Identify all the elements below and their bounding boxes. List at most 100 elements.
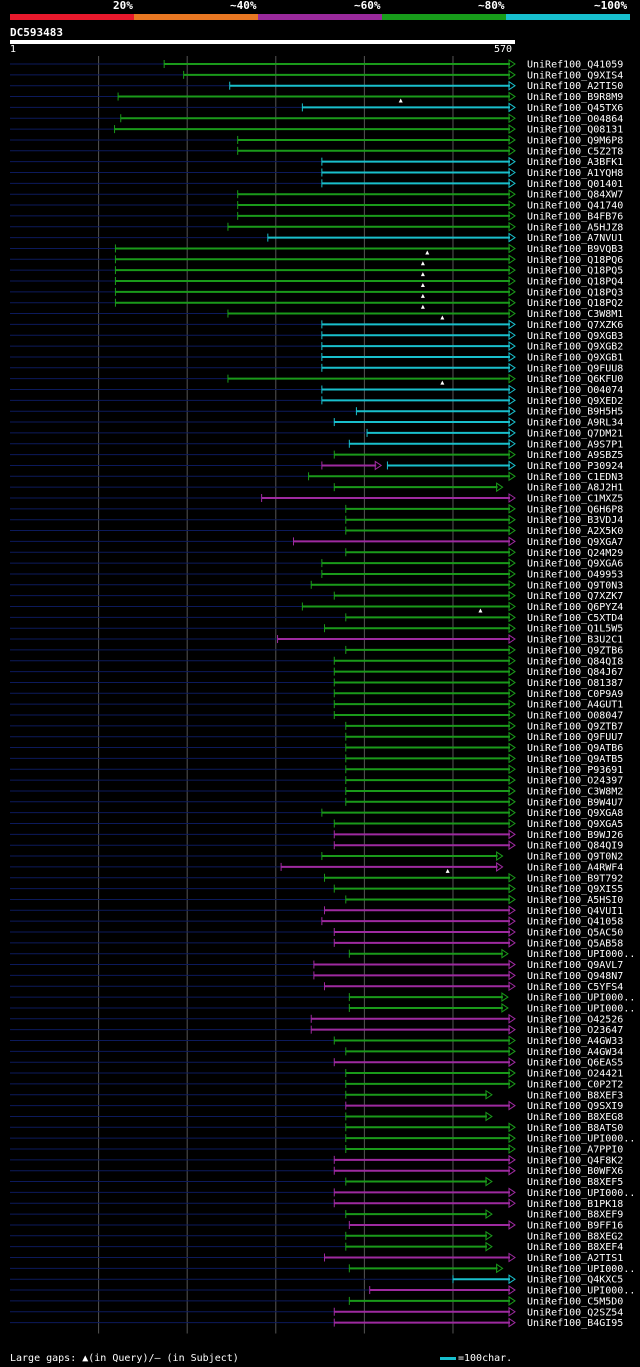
hit-end-arrow — [508, 1154, 516, 1165]
identity-band-20 — [10, 14, 134, 20]
hit-label: UniRef100_Q9XGA7 — [527, 537, 623, 548]
query-start-label: 1 — [10, 44, 17, 55]
hit-label: UniRef100_Q84XW7 — [527, 190, 623, 201]
hit-end-arrow — [485, 1209, 493, 1220]
hit-label: UniRef100_A5HSI0 — [527, 895, 623, 906]
hit-label: UniRef100_Q6H6P8 — [527, 504, 623, 515]
hit-label: UniRef100_Q9T0N3 — [527, 580, 623, 591]
hit-end-arrow — [508, 113, 516, 124]
hit-end-arrow — [508, 493, 516, 503]
hit-label: UniRef100_A9SBZ5 — [527, 450, 623, 461]
hit-end-arrow — [508, 1187, 516, 1198]
hit-end-arrow — [508, 786, 516, 796]
hit-label: UniRef100_Q9XED2 — [527, 396, 623, 407]
hit-label: UniRef100_Q9T0N2 — [527, 852, 623, 863]
hit-label: UniRef100_B9WJ26 — [527, 830, 623, 841]
hit-end-arrow — [508, 883, 516, 894]
identity-label-40: ~40% — [230, 0, 257, 12]
hit-end-arrow — [508, 829, 516, 840]
hit-end-arrow — [508, 775, 516, 786]
hit-label: UniRef100_B3VDJ4 — [527, 515, 623, 526]
hit-label: UniRef100_C5XTD4 — [527, 613, 623, 624]
identity-label-100: ~100% — [594, 0, 628, 12]
hit-end-arrow — [508, 644, 516, 655]
hit-end-arrow — [508, 894, 516, 905]
hit-end-arrow — [508, 688, 516, 699]
hit-end-arrow — [508, 970, 516, 981]
hit-label: UniRef100_Q7XZK6 — [527, 320, 623, 331]
hit-end-arrow — [501, 992, 509, 1003]
hit-label: UniRef100_A2TIS1 — [527, 1253, 623, 1264]
hit-label: UniRef100_Q18PQ2 — [527, 298, 623, 309]
hit-end-arrow — [508, 720, 516, 731]
hit-label: UniRef100_A9RL34 — [527, 418, 623, 429]
hit-label: UniRef100_B3U2C1 — [527, 635, 623, 646]
hit-end-arrow — [508, 471, 516, 482]
hit-end-arrow — [508, 232, 516, 243]
hit-label: UniRef100_UPI000.. — [527, 1188, 635, 1199]
query-ruler — [10, 40, 515, 44]
hit-label: UniRef100_B4GI95 — [527, 1318, 623, 1329]
hit-label: UniRef100_B9R8M9 — [527, 92, 623, 103]
hit-end-arrow — [508, 1035, 516, 1046]
hit-label: UniRef100_Q9XIS5 — [527, 884, 623, 895]
hit-end-arrow — [508, 1046, 516, 1057]
hit-end-arrow — [508, 1198, 516, 1209]
hit-label: UniRef100_O08047 — [527, 711, 623, 722]
gap-marker — [420, 304, 425, 309]
gap-marker — [445, 868, 450, 873]
hit-label: UniRef100_C0P2T2 — [527, 1079, 623, 1090]
hit-label: UniRef100_B8XEF3 — [527, 1090, 623, 1101]
hit-end-arrow — [508, 872, 516, 883]
hit-label: UniRef100_Q9ATB6 — [527, 743, 623, 754]
hit-end-arrow — [508, 590, 516, 601]
hit-end-arrow — [508, 677, 516, 688]
hit-end-arrow — [485, 1241, 493, 1252]
hit-end-arrow — [508, 243, 516, 254]
hit-end-arrow — [508, 449, 516, 460]
hit-label: UniRef100_C3W8M1 — [527, 309, 623, 320]
hit-label: UniRef100_Q01401 — [527, 179, 623, 190]
hit-label: UniRef100_A4GW33 — [527, 1036, 623, 1047]
hit-end-arrow — [508, 1078, 516, 1089]
hit-label: UniRef100_Q9XGA8 — [527, 808, 623, 819]
hit-end-arrow — [508, 308, 516, 319]
hit-label: UniRef100_B4FB76 — [527, 211, 623, 222]
hit-end-arrow — [508, 395, 516, 406]
hit-label: UniRef100_Q2SZ54 — [527, 1307, 623, 1318]
hit-label: UniRef100_Q41058 — [527, 917, 623, 928]
hit-end-arrow — [508, 80, 516, 91]
hit-end-arrow — [508, 221, 516, 232]
hit-end-arrow — [508, 254, 516, 265]
hit-end-arrow — [508, 807, 516, 818]
hit-end-arrow — [508, 69, 516, 80]
hit-label: UniRef100_A2TIS0 — [527, 81, 623, 92]
hit-end-arrow — [508, 666, 516, 677]
hit-label: UniRef100_B9W4U7 — [527, 797, 623, 808]
hit-end-arrow — [508, 362, 516, 373]
hit-label: UniRef100_O24397 — [527, 776, 623, 787]
hit-end-arrow — [508, 276, 516, 286]
hit-label: UniRef100_Q9XGB2 — [527, 342, 623, 353]
hit-end-arrow — [496, 1263, 504, 1274]
hit-label: UniRef100_Q18PQ4 — [527, 277, 623, 288]
hit-label: UniRef100_Q5AC50 — [527, 928, 623, 939]
hit-end-arrow — [508, 341, 516, 352]
hit-label: UniRef100_O23647 — [527, 1025, 623, 1036]
hit-end-arrow — [508, 525, 516, 536]
hit-label: UniRef100_Q948N7 — [527, 971, 623, 982]
hit-end-arrow — [508, 352, 516, 362]
hit-end-arrow — [485, 1111, 493, 1122]
hit-label: UniRef100_Q9AVL7 — [527, 960, 623, 971]
hit-end-arrow — [508, 710, 516, 720]
hit-label: UniRef100_B8XEF9 — [527, 1210, 623, 1221]
hit-end-arrow — [508, 514, 516, 525]
hit-label: UniRef100_UPI000.. — [527, 1264, 635, 1275]
hit-end-arrow — [508, 916, 516, 927]
hit-label: UniRef100_Q9XGA5 — [527, 819, 623, 830]
hit-end-arrow — [508, 558, 516, 569]
hit-label: UniRef100_B9T792 — [527, 873, 623, 884]
hit-end-arrow — [508, 1252, 516, 1263]
hit-end-arrow — [508, 796, 516, 807]
